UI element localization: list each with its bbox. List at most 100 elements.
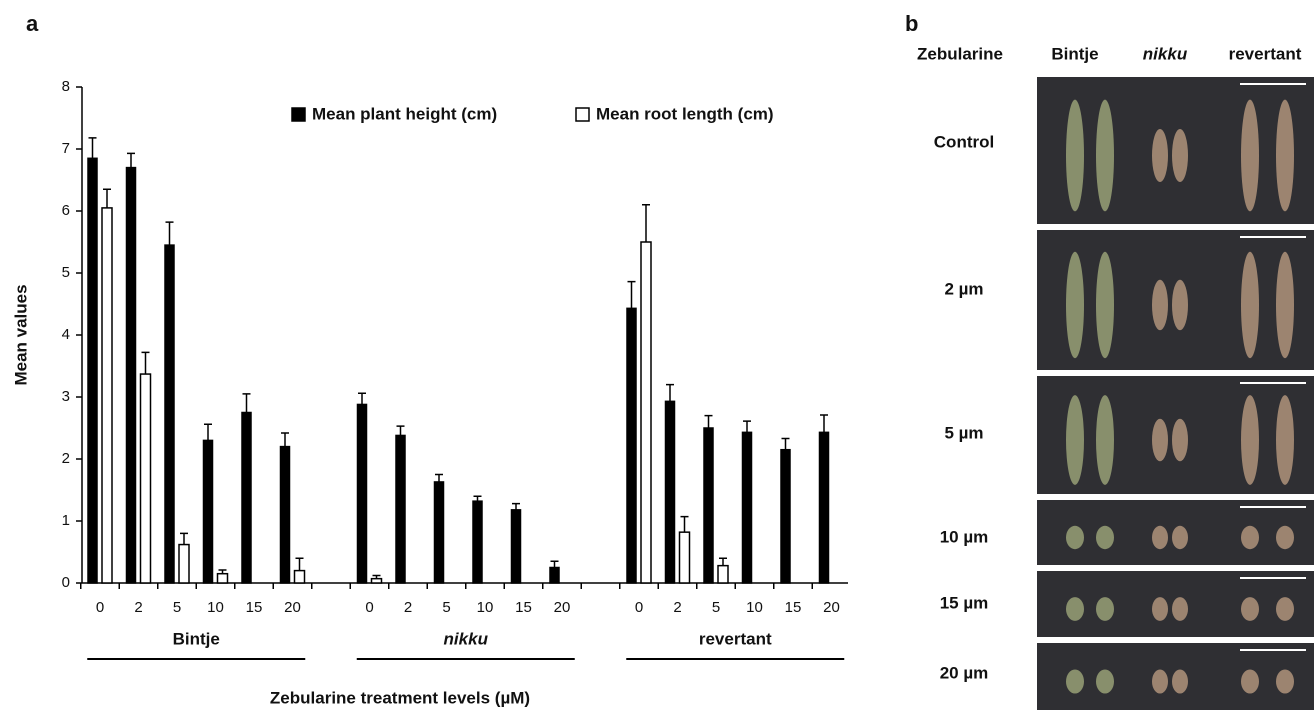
x-tick-label: 15	[785, 599, 802, 616]
error-bar	[141, 351, 150, 375]
plant	[1241, 525, 1259, 550]
plant	[1096, 669, 1114, 694]
error-bar	[295, 557, 304, 571]
error-bar	[704, 414, 713, 428]
plant	[1241, 251, 1259, 359]
x-tick-label: 10	[477, 599, 494, 616]
row-label: 20 µm	[940, 663, 989, 682]
bar	[164, 244, 175, 584]
x-tick-label: 2	[134, 599, 142, 616]
column-header: revertant	[1229, 44, 1302, 63]
x-tick-label: 0	[96, 599, 104, 616]
bar	[202, 439, 214, 584]
bar	[717, 564, 729, 584]
bar	[125, 166, 137, 584]
bar	[139, 373, 152, 584]
plant	[1172, 418, 1188, 462]
y-tick-label: 5	[62, 264, 70, 281]
plant	[1276, 597, 1294, 621]
plant	[1172, 129, 1188, 182]
plant	[1096, 251, 1114, 359]
x-axis-label: Zebularine treatment levels (µM)	[270, 688, 530, 707]
row-label: Control	[934, 132, 994, 151]
plant	[1066, 251, 1084, 359]
plant	[1172, 525, 1188, 550]
x-tick-label: 0	[635, 599, 643, 616]
bar	[370, 577, 383, 584]
plant	[1096, 597, 1114, 621]
bar	[703, 427, 714, 584]
plant	[1096, 99, 1114, 212]
error-bar	[165, 221, 174, 246]
plant	[1152, 669, 1168, 694]
plant	[1276, 669, 1294, 694]
y-tick-label: 3	[62, 388, 70, 405]
x-tick-label: 5	[712, 599, 720, 616]
error-bar	[820, 414, 828, 433]
error-bar	[281, 432, 289, 447]
x-tick-label: 20	[284, 599, 301, 616]
error-bar	[550, 560, 559, 568]
plant	[1152, 525, 1168, 550]
bar	[279, 445, 291, 584]
error-bar	[743, 420, 751, 433]
x-tick-label: 2	[673, 599, 681, 616]
error-bar	[719, 557, 727, 566]
column-header: nikku	[1143, 44, 1188, 63]
y-tick-label: 2	[62, 450, 70, 467]
error-bar	[642, 204, 650, 242]
row-label: 2 µm	[944, 279, 983, 298]
error-bar	[204, 423, 212, 441]
error-bar	[680, 515, 689, 533]
y-axis-label: Mean values	[11, 284, 30, 385]
plant	[1066, 525, 1084, 550]
bar	[549, 566, 560, 584]
x-tick-label: 15	[515, 599, 532, 616]
plant	[1241, 669, 1259, 694]
error-bar	[473, 495, 482, 502]
plant	[1152, 279, 1168, 331]
error-bar	[103, 188, 111, 208]
plant	[1276, 251, 1294, 359]
bar	[178, 543, 190, 584]
error-bar	[127, 152, 135, 168]
group-label: revertant	[699, 629, 772, 648]
y-tick-label: 8	[62, 78, 70, 95]
error-bar	[180, 532, 188, 545]
row-label: 5 µm	[944, 423, 983, 442]
x-tick-label: 5	[173, 599, 181, 616]
plant	[1276, 99, 1294, 212]
plant	[1066, 99, 1084, 212]
error-bar	[242, 393, 251, 413]
column-header: Bintje	[1051, 44, 1098, 63]
bar	[818, 431, 830, 584]
error-bar	[358, 392, 366, 405]
x-tick-label: 2	[404, 599, 412, 616]
panel-label: b	[905, 11, 918, 36]
plant	[1276, 395, 1294, 485]
bar	[293, 569, 306, 584]
error-bar	[88, 137, 97, 159]
error-bar	[512, 502, 520, 510]
bar	[356, 403, 368, 584]
error-bar	[396, 425, 405, 436]
error-bar	[627, 280, 636, 309]
row-label: 15 µm	[940, 593, 989, 612]
plant	[1172, 597, 1188, 621]
y-tick-label: 0	[62, 574, 70, 591]
plant	[1096, 395, 1114, 485]
plant	[1152, 418, 1168, 462]
bar	[433, 481, 445, 584]
bar	[626, 307, 637, 584]
bar	[640, 241, 652, 584]
plant	[1066, 669, 1084, 694]
panel-label: a	[26, 11, 39, 36]
group-label: nikku	[444, 629, 489, 648]
x-tick-label: 10	[207, 599, 224, 616]
error-bar	[781, 437, 790, 450]
plant	[1241, 395, 1259, 485]
x-tick-label: 20	[554, 599, 571, 616]
bar	[678, 531, 691, 584]
plant	[1066, 395, 1084, 485]
